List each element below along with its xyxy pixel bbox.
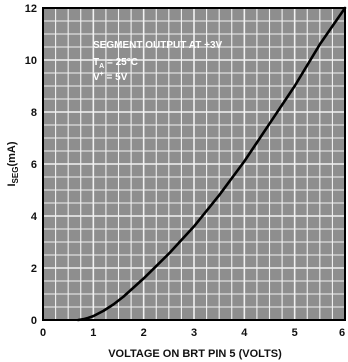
x-tick-label: 1 — [90, 327, 96, 339]
y-tick-label: 12 — [25, 3, 37, 15]
annotation-line-3: V+ = 5V — [93, 71, 128, 83]
grid — [43, 8, 345, 320]
y-axis-title: ISEG(mA) — [6, 141, 20, 186]
x-tick-label: 4 — [241, 327, 248, 339]
x-tick-label: 2 — [141, 327, 147, 339]
x-tick-label: 6 — [339, 327, 345, 339]
y-tick-label: 6 — [31, 159, 37, 171]
x-tick-label: 5 — [292, 327, 298, 339]
x-tick-label: 3 — [191, 327, 197, 339]
x-tick-label: 0 — [40, 327, 46, 339]
annotation-line-2: TA = 25°C — [93, 57, 138, 70]
y-tick-label: 10 — [25, 55, 37, 67]
y-tick-label: 4 — [31, 211, 38, 223]
y-tick-label: 8 — [31, 107, 37, 119]
series-line — [76, 6, 347, 322]
annotation-line-1: SEGMENT OUTPUT AT +3V — [93, 40, 223, 51]
plot-border — [42, 7, 346, 321]
y-tick-label: 2 — [31, 263, 37, 275]
y-tick-label: 0 — [31, 315, 37, 327]
x-axis-title: VOLTAGE ON BRT PIN 5 (VOLTS) — [108, 348, 282, 360]
